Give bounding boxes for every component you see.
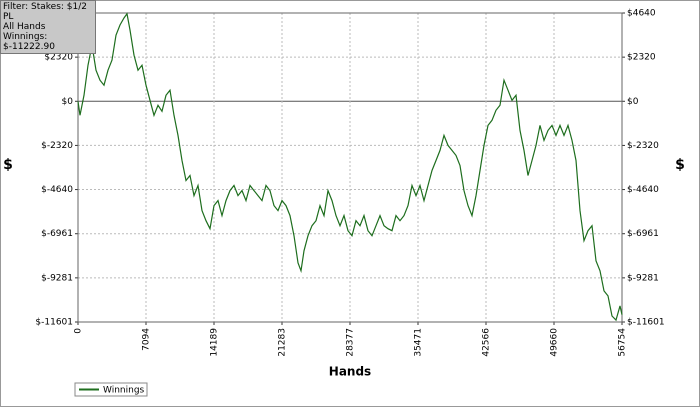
- y2-tick-label: $0: [627, 97, 639, 107]
- y2-tick-label: $-11601: [627, 318, 665, 328]
- y2-tick-label: $-4640: [627, 185, 659, 195]
- y-tick-label: $-11601: [35, 318, 73, 328]
- x-tick-label: 42566: [482, 328, 492, 357]
- filter-line: Winnings: $-11222.90: [3, 32, 55, 52]
- filter-line: All Hands: [3, 22, 46, 32]
- y-tick-label: $-6961: [41, 229, 73, 239]
- y-axis-label: $: [3, 157, 13, 173]
- x-tick-label: 35471: [413, 328, 423, 357]
- y-tick-label: $0: [62, 97, 74, 107]
- y2-axis-label: $: [675, 157, 685, 173]
- winnings-line: [77, 12, 623, 322]
- filter-box: Filter: Stakes: $1/2 PL All Hands Winnin…: [0, 0, 96, 54]
- x-tick-label: 21283: [278, 328, 288, 357]
- y-tick-label: $-2320: [41, 141, 73, 151]
- legend-box: [74, 382, 148, 397]
- x-tick-label: 49660: [550, 328, 560, 357]
- legend-label: Winnings: [103, 386, 145, 396]
- x-tick-label: 7094: [141, 328, 151, 351]
- y2-tick-label: $-6961: [627, 229, 659, 239]
- plot-frame: [77, 12, 623, 323]
- y-tick-label: $2320: [44, 53, 73, 63]
- filter-line: Filter: Stakes: $1/2 PL: [3, 2, 88, 22]
- y-tick-label: $-4640: [41, 185, 73, 195]
- y2-tick-label: $2320: [627, 53, 656, 63]
- x-axis-label: Hands: [329, 365, 371, 379]
- x-tick-label: 0: [74, 328, 84, 334]
- y-tick-label: $-9281: [41, 273, 73, 283]
- x-tick-label: 28377: [346, 328, 356, 357]
- x-tick-label: 14189: [210, 328, 220, 357]
- y2-tick-label: $-9281: [627, 273, 659, 283]
- y2-tick-label: $-2320: [627, 141, 659, 151]
- x-tick-label: 56754: [618, 328, 628, 357]
- y2-tick-label: $4640: [627, 9, 656, 19]
